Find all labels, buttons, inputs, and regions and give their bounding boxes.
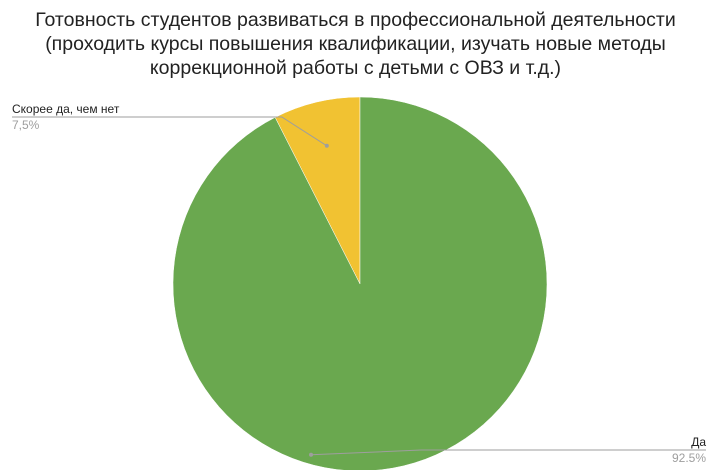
chart-title-line-3: коррекционной работы с детьми с ОВЗ и т.…	[149, 57, 562, 79]
chart-title-line-2: (проходить курсы повышения квалификации,…	[45, 33, 666, 55]
pie-slice-да	[172, 96, 548, 470]
slice-label-скорее-да-чем-нет: Скорее да, чем нет	[12, 102, 120, 116]
leader-line-скорее-да-чем-нет	[12, 116, 328, 147]
leader-dot-скорее-да-чем-нет	[324, 143, 329, 148]
leader-dot-да	[309, 452, 314, 457]
slice-value-скорее-да-чем-нет: 7,5%	[12, 118, 40, 132]
slice-label-да: Да	[691, 435, 706, 449]
leader-line-да	[311, 449, 706, 456]
slice-value-да: 92.5%	[672, 451, 706, 465]
chart-title: Готовность студентов развиваться в профе…	[0, 8, 711, 80]
chart-title-line-1: Готовность студентов развиваться в профе…	[35, 9, 676, 31]
